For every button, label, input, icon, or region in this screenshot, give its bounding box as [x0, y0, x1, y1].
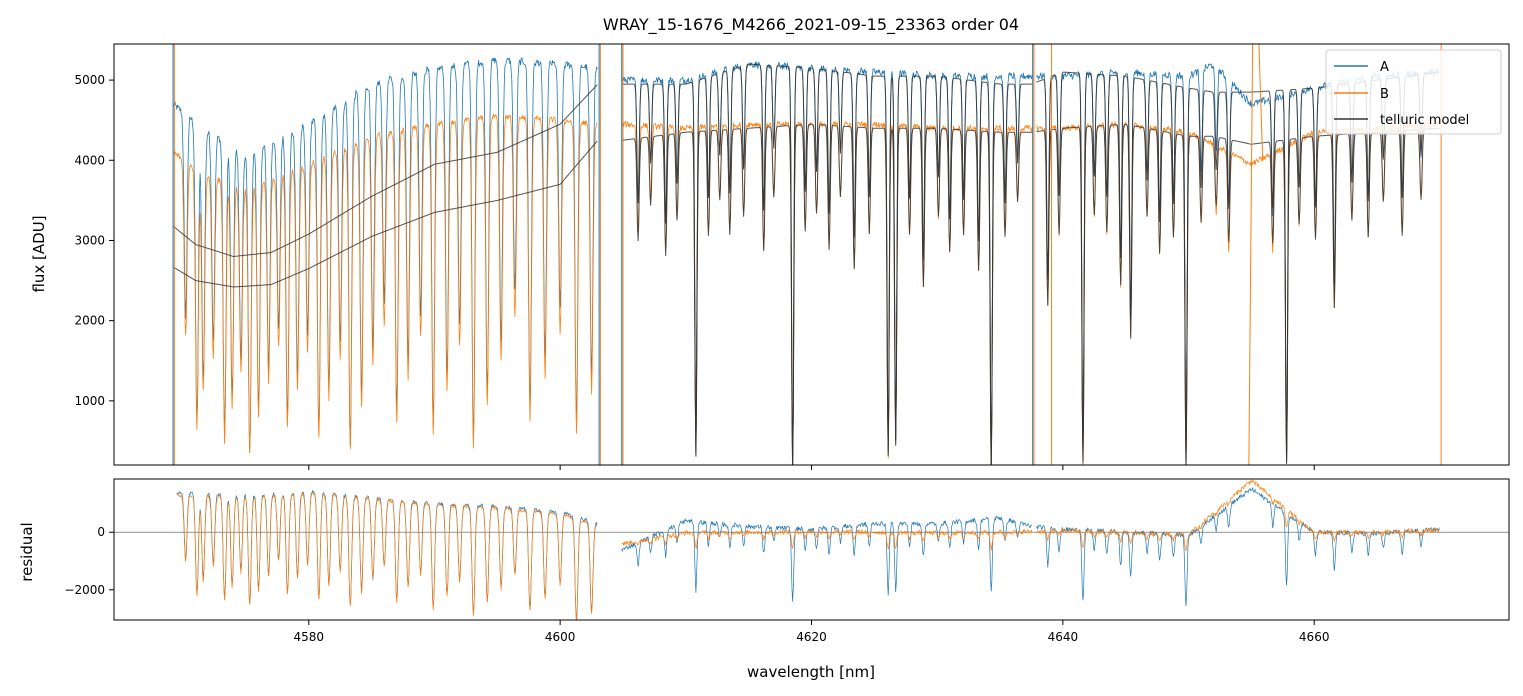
legend-box [1325, 49, 1502, 135]
legend-label-b: B [1380, 87, 1389, 102]
flux-panel: 1000 2000 3000 4000 5000 flux [ADU] A B tell… [30, 43, 1510, 470]
x-tick-label-4620: 4620 [796, 630, 827, 644]
flux-y-tick-label-5000: 5000 [74, 73, 105, 87]
residual-axes-frame [113, 478, 1510, 621]
residual-series-a [176, 487, 1440, 620]
residual-panel: −2000 0 4580 4600 4620 4640 4660 residual wav… [18, 478, 1510, 681]
flux-y-tick-label-4000: 4000 [74, 153, 105, 167]
flux-axes-frame [113, 43, 1510, 466]
residual-y-tick-label--2000: −2000 [64, 583, 105, 597]
flux-y-tick-label-3000: 3000 [74, 233, 105, 247]
flux-y-tick-label-2000: 2000 [74, 314, 105, 328]
flux-y-axis-label: flux [ADU] [30, 215, 48, 292]
legend-label-a: A [1380, 60, 1389, 75]
residual-y-tick-label-0: 0 [97, 525, 105, 539]
legend: A B telluric model [1325, 49, 1502, 135]
emission-artifact [1248, 44, 1264, 465]
residual-y-axis-label: residual [18, 522, 36, 581]
x-tick-label-4660: 4660 [1299, 630, 1330, 644]
x-tick-label-4640: 4640 [1048, 630, 1079, 644]
chart-title: WRAY_15-1676_M4266_2021-09-15_23363 orde… [603, 15, 1019, 35]
flux-y-tick-label-1000: 1000 [74, 394, 105, 408]
legend-label-telluric-model: telluric model [1380, 113, 1469, 128]
x-tick-label-4580: 4580 [294, 630, 325, 644]
x-axis-label: wavelength [nm] [747, 663, 875, 681]
residual-series-b [176, 479, 1440, 620]
x-tick-label-4600: 4600 [545, 630, 576, 644]
